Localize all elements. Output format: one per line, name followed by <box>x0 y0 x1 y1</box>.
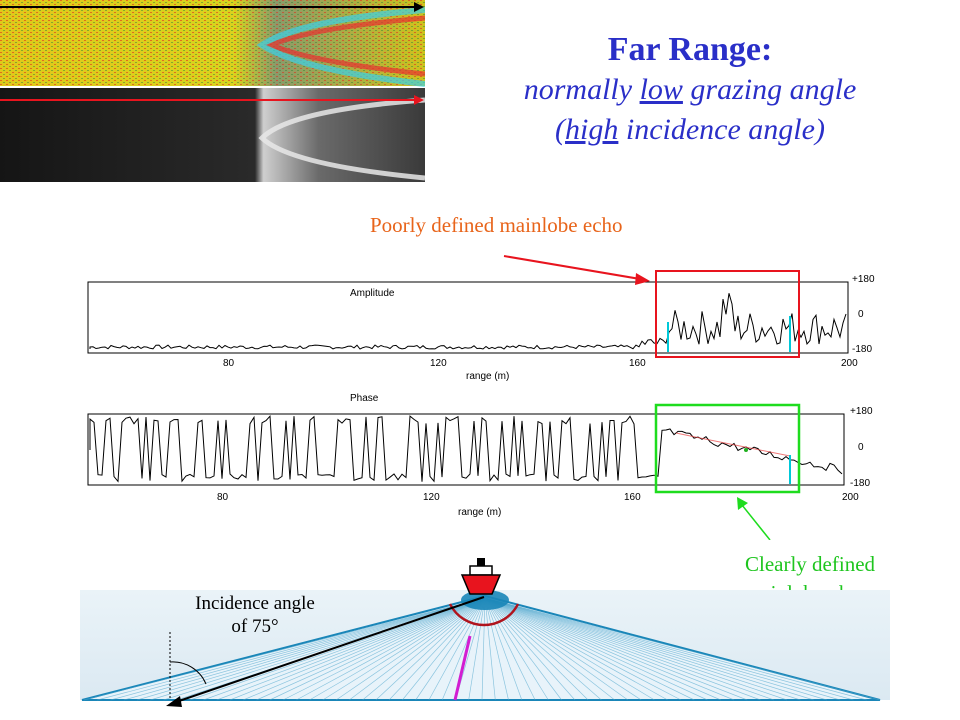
page-title: Far Range: <box>607 31 773 68</box>
svg-text:200: 200 <box>842 492 859 503</box>
svg-text:160: 160 <box>629 358 646 369</box>
amplitude-plot: Amplitude 80 120 160 200 range (m) +180 … <box>87 274 875 382</box>
clear-arrow <box>737 497 771 540</box>
amplitude-title: Amplitude <box>350 288 395 299</box>
ship-icon <box>460 558 502 595</box>
svg-text:+180: +180 <box>850 406 873 417</box>
svg-text:0: 0 <box>858 442 864 453</box>
svg-text:-180: -180 <box>852 344 872 355</box>
title-block: Far Range: normally low grazing angle (h… <box>440 30 940 150</box>
poor-arrow <box>503 255 650 285</box>
beam-fan <box>83 597 881 701</box>
amplitude-image <box>0 88 425 182</box>
clear-phase-box <box>654 403 801 494</box>
svg-text:range (m): range (m) <box>466 371 509 382</box>
phase-title: Phase <box>350 393 379 404</box>
svg-text:-180: -180 <box>850 478 870 489</box>
poorly-defined-callout: Poorly defined mainlobe echo <box>370 213 623 237</box>
phase-plot: Phase 80 120 160 200 range (m) +180 0 -1… <box>87 393 873 518</box>
phase-image <box>0 0 425 87</box>
incidence-ray <box>166 596 485 707</box>
svg-text:0: 0 <box>858 309 864 320</box>
svg-text:80: 80 <box>223 358 235 369</box>
title-line-2: normally low grazing angle <box>523 73 857 106</box>
plots: Amplitude 80 120 160 200 range (m) +180 … <box>87 255 875 540</box>
poor-echo-box <box>655 270 800 358</box>
sonar-images <box>0 0 425 182</box>
svg-text:range (m): range (m) <box>458 507 501 518</box>
svg-text:120: 120 <box>423 492 440 503</box>
svg-text:80: 80 <box>217 492 229 503</box>
svg-text:200: 200 <box>841 358 858 369</box>
title-line-3: (high incidence angle) <box>555 113 825 146</box>
svg-text:160: 160 <box>624 492 641 503</box>
swath-diagram <box>80 558 890 707</box>
svg-text:120: 120 <box>430 358 447 369</box>
svg-text:+180: +180 <box>852 274 875 285</box>
incidence-angle-label: Incidence angle of 75° <box>195 593 315 637</box>
